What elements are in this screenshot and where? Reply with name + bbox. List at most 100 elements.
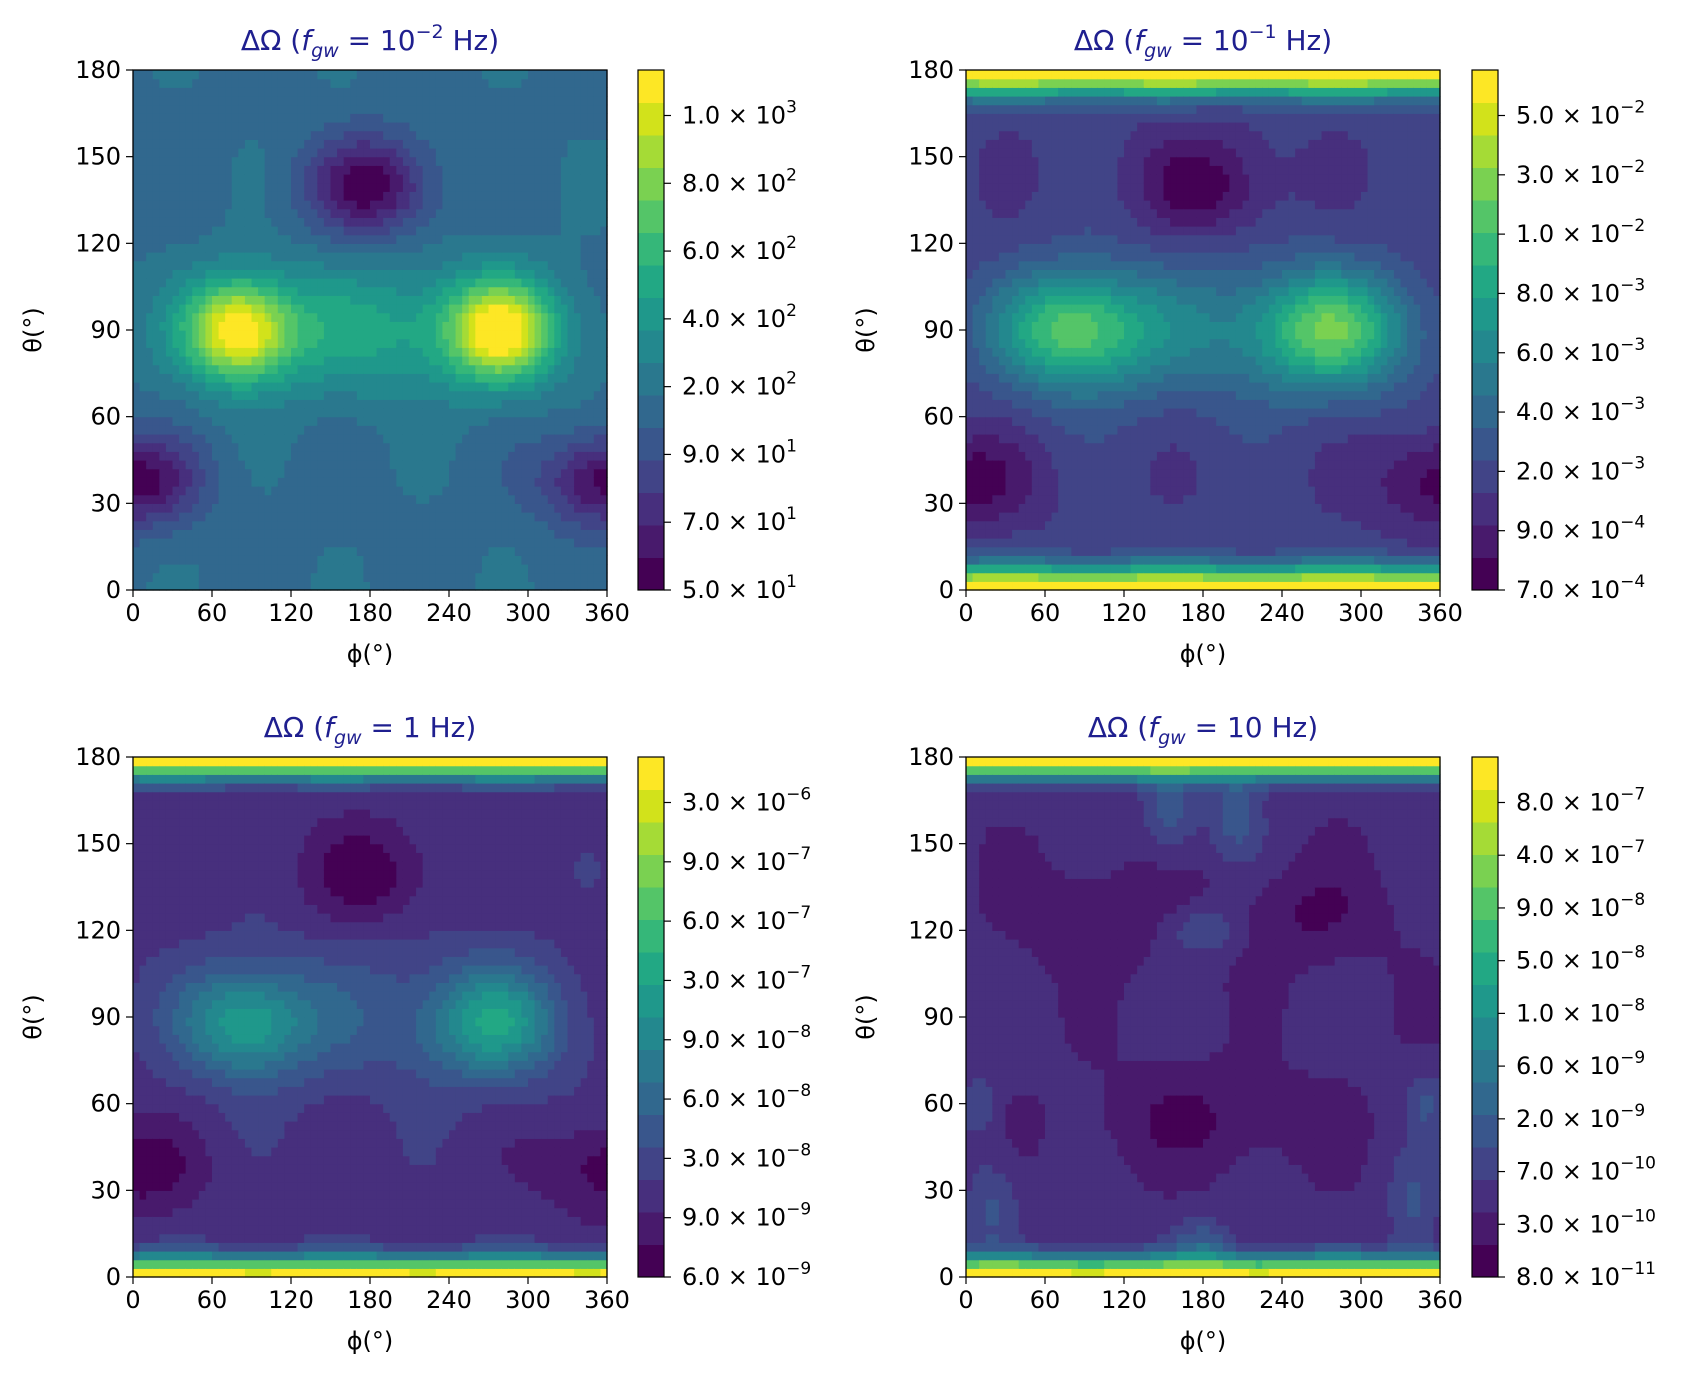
heatmap-cell <box>350 191 358 201</box>
heatmap-cell <box>139 191 147 201</box>
heatmap-cell <box>416 295 424 305</box>
heatmap-cell <box>1025 286 1033 296</box>
heatmap-cell <box>1025 260 1033 270</box>
heatmap-cell <box>992 434 1000 444</box>
heatmap-cell <box>271 148 279 158</box>
heatmap-cell <box>1012 486 1020 496</box>
heatmap-cell <box>992 529 1000 539</box>
heatmap-cell <box>992 503 1000 513</box>
heatmap-cell <box>409 182 417 192</box>
heatmap-cell <box>1005 529 1013 539</box>
heatmap-cell <box>179 243 187 253</box>
heatmap-cell <box>212 104 220 114</box>
heatmap-cell <box>251 572 259 582</box>
heatmap-cell <box>152 304 160 314</box>
heatmap-cell <box>481 312 490 322</box>
heatmap-cell <box>337 434 345 444</box>
heatmap-cell <box>304 494 312 504</box>
heatmap-cell <box>159 304 167 314</box>
heatmap-cell <box>389 564 397 574</box>
heatmap-cell <box>560 347 569 357</box>
heatmap-cell <box>350 520 358 530</box>
heatmap-cell <box>330 78 338 88</box>
heatmap-cell <box>979 139 987 149</box>
heatmap-cell <box>198 78 207 88</box>
heatmap-cell <box>560 208 569 218</box>
heatmap-cell <box>389 416 397 426</box>
heatmap-cell <box>449 260 457 270</box>
heatmap-cell <box>455 156 463 166</box>
heatmap-cell <box>192 104 200 114</box>
heatmap-cell <box>172 520 180 530</box>
heatmap-cell <box>284 269 292 279</box>
heatmap-cell <box>297 347 305 357</box>
heatmap-cell <box>1012 286 1020 296</box>
heatmap-cell <box>192 243 200 253</box>
heatmap-cell <box>501 312 509 322</box>
heatmap-cell <box>475 104 483 114</box>
heatmap-cell <box>554 243 562 253</box>
heatmap-cell <box>416 382 424 392</box>
heatmap-cell <box>389 87 397 97</box>
heatmap-cell <box>350 373 358 383</box>
heatmap-cell <box>205 468 213 478</box>
heatmap-cell <box>310 347 318 357</box>
heatmap-cell <box>350 156 358 166</box>
colorbar-segment <box>638 427 664 461</box>
heatmap-cell <box>481 174 490 184</box>
heatmap-cell <box>383 555 391 565</box>
heatmap-cell <box>165 122 174 132</box>
heatmap-cell <box>541 217 549 227</box>
heatmap-cell <box>1012 130 1020 140</box>
heatmap-cell <box>383 486 391 496</box>
heatmap-cell <box>277 200 286 210</box>
heatmap-cell <box>218 104 226 114</box>
heatmap-cell <box>264 486 272 496</box>
heatmap-cell <box>580 538 588 548</box>
heatmap-cell <box>435 182 444 192</box>
heatmap-cell <box>402 581 411 591</box>
heatmap-cell <box>225 260 233 270</box>
heatmap-cell <box>139 200 147 210</box>
heatmap-cell <box>304 122 312 132</box>
heatmap-cell <box>1012 572 1020 582</box>
heatmap-cell <box>238 148 246 158</box>
heatmap-cell <box>488 451 496 461</box>
heatmap-cell <box>416 434 424 444</box>
heatmap-cell <box>514 382 523 392</box>
heatmap-cell <box>600 104 608 114</box>
heatmap-cell <box>323 546 332 556</box>
heatmap-cell <box>165 373 174 383</box>
heatmap-cell <box>264 286 272 296</box>
heatmap-cell <box>370 564 378 574</box>
heatmap-cell <box>992 295 1000 305</box>
heatmap-cell <box>422 503 430 513</box>
heatmap-cell <box>264 494 272 504</box>
heatmap-cell <box>508 555 516 565</box>
heatmap-cell <box>185 130 193 140</box>
heatmap-cell <box>291 416 299 426</box>
heatmap-cell <box>992 451 1000 461</box>
heatmap-cell <box>1012 416 1020 426</box>
heatmap-cell <box>541 113 549 123</box>
heatmap-cell <box>966 70 974 80</box>
heatmap-cell <box>567 234 575 244</box>
heatmap-cell <box>231 243 239 253</box>
heatmap-cell <box>547 338 555 348</box>
heatmap-cell <box>488 408 496 418</box>
heatmap-cell <box>376 148 384 158</box>
heatmap-cell <box>139 286 147 296</box>
heatmap-cell <box>244 460 253 470</box>
heatmap-cell <box>165 191 174 201</box>
heatmap-cell <box>593 252 602 262</box>
heatmap-cell <box>449 564 457 574</box>
heatmap-cell <box>323 538 332 548</box>
heatmap-cell <box>389 477 397 487</box>
heatmap-cell <box>205 104 213 114</box>
heatmap-cell <box>587 572 595 582</box>
heatmap-cell <box>139 278 147 288</box>
heatmap-cell <box>159 503 167 513</box>
heatmap-cell <box>165 538 174 548</box>
heatmap-cell <box>409 581 417 591</box>
heatmap-cell <box>1025 234 1033 244</box>
